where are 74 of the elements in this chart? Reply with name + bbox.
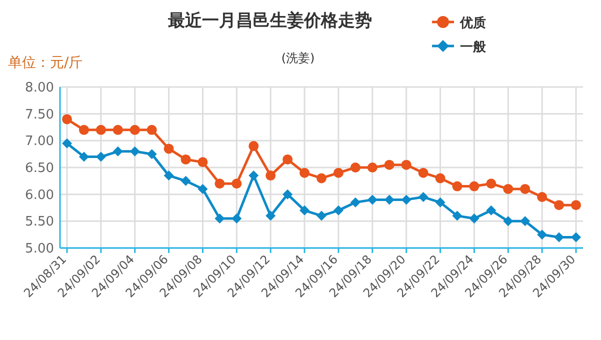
point — [266, 210, 276, 221]
point — [214, 213, 225, 224]
point — [452, 210, 462, 221]
point — [384, 160, 394, 170]
point — [248, 170, 259, 181]
point — [503, 184, 514, 194]
point — [486, 205, 496, 216]
point — [571, 232, 581, 242]
point — [78, 152, 89, 162]
point — [198, 184, 208, 194]
point — [96, 124, 106, 135]
point — [554, 232, 564, 242]
point — [452, 181, 462, 192]
y-tick-label: 5.00 — [25, 242, 54, 256]
chart-subtitle: (洗姜) — [281, 51, 315, 65]
point — [316, 210, 326, 221]
chart-title: 最近一月昌邑生姜价格走势 — [167, 10, 372, 31]
y-tick-label: 7.50 — [25, 107, 54, 122]
point — [367, 162, 378, 172]
point — [130, 146, 140, 156]
point — [112, 124, 123, 135]
point — [316, 173, 326, 184]
point — [112, 146, 123, 156]
point — [520, 184, 530, 194]
point — [537, 230, 548, 240]
point — [384, 194, 394, 205]
legend-label: 优质 — [459, 15, 486, 31]
point — [198, 157, 208, 168]
point — [300, 168, 310, 178]
point — [537, 192, 548, 202]
point — [350, 162, 360, 172]
point — [300, 205, 310, 216]
point — [333, 205, 344, 216]
point — [401, 194, 412, 205]
y-tick-label: 6.00 — [25, 188, 54, 203]
point — [282, 154, 293, 164]
point — [146, 149, 157, 160]
point — [96, 152, 106, 162]
point — [62, 138, 72, 148]
y-tick-label: 8.00 — [25, 80, 54, 96]
point — [469, 181, 480, 192]
point — [333, 168, 344, 178]
point — [367, 194, 378, 205]
point — [248, 141, 259, 152]
point — [469, 213, 480, 224]
point — [146, 124, 157, 135]
point — [232, 213, 242, 224]
point — [435, 173, 446, 184]
point — [554, 200, 564, 210]
point — [282, 189, 293, 200]
point — [164, 144, 174, 154]
point — [520, 216, 530, 226]
point — [266, 170, 276, 181]
point — [180, 176, 191, 186]
point — [350, 197, 360, 208]
y-tick-label: 5.50 — [25, 214, 54, 230]
point — [232, 178, 242, 189]
point — [401, 160, 412, 170]
point — [180, 154, 191, 164]
point — [503, 216, 514, 226]
point — [418, 168, 428, 178]
y-axis-title: 单位：元/斤 — [8, 55, 83, 71]
point — [62, 114, 72, 124]
point — [214, 178, 225, 189]
point — [418, 192, 428, 202]
point — [78, 124, 89, 135]
point — [164, 170, 174, 181]
point — [435, 197, 446, 208]
point — [486, 178, 496, 189]
y-tick-label: 7.00 — [25, 134, 54, 150]
point — [130, 124, 140, 135]
point — [571, 200, 581, 210]
legend-label: 一般 — [460, 40, 487, 55]
y-tick-label: 6.50 — [25, 161, 54, 176]
